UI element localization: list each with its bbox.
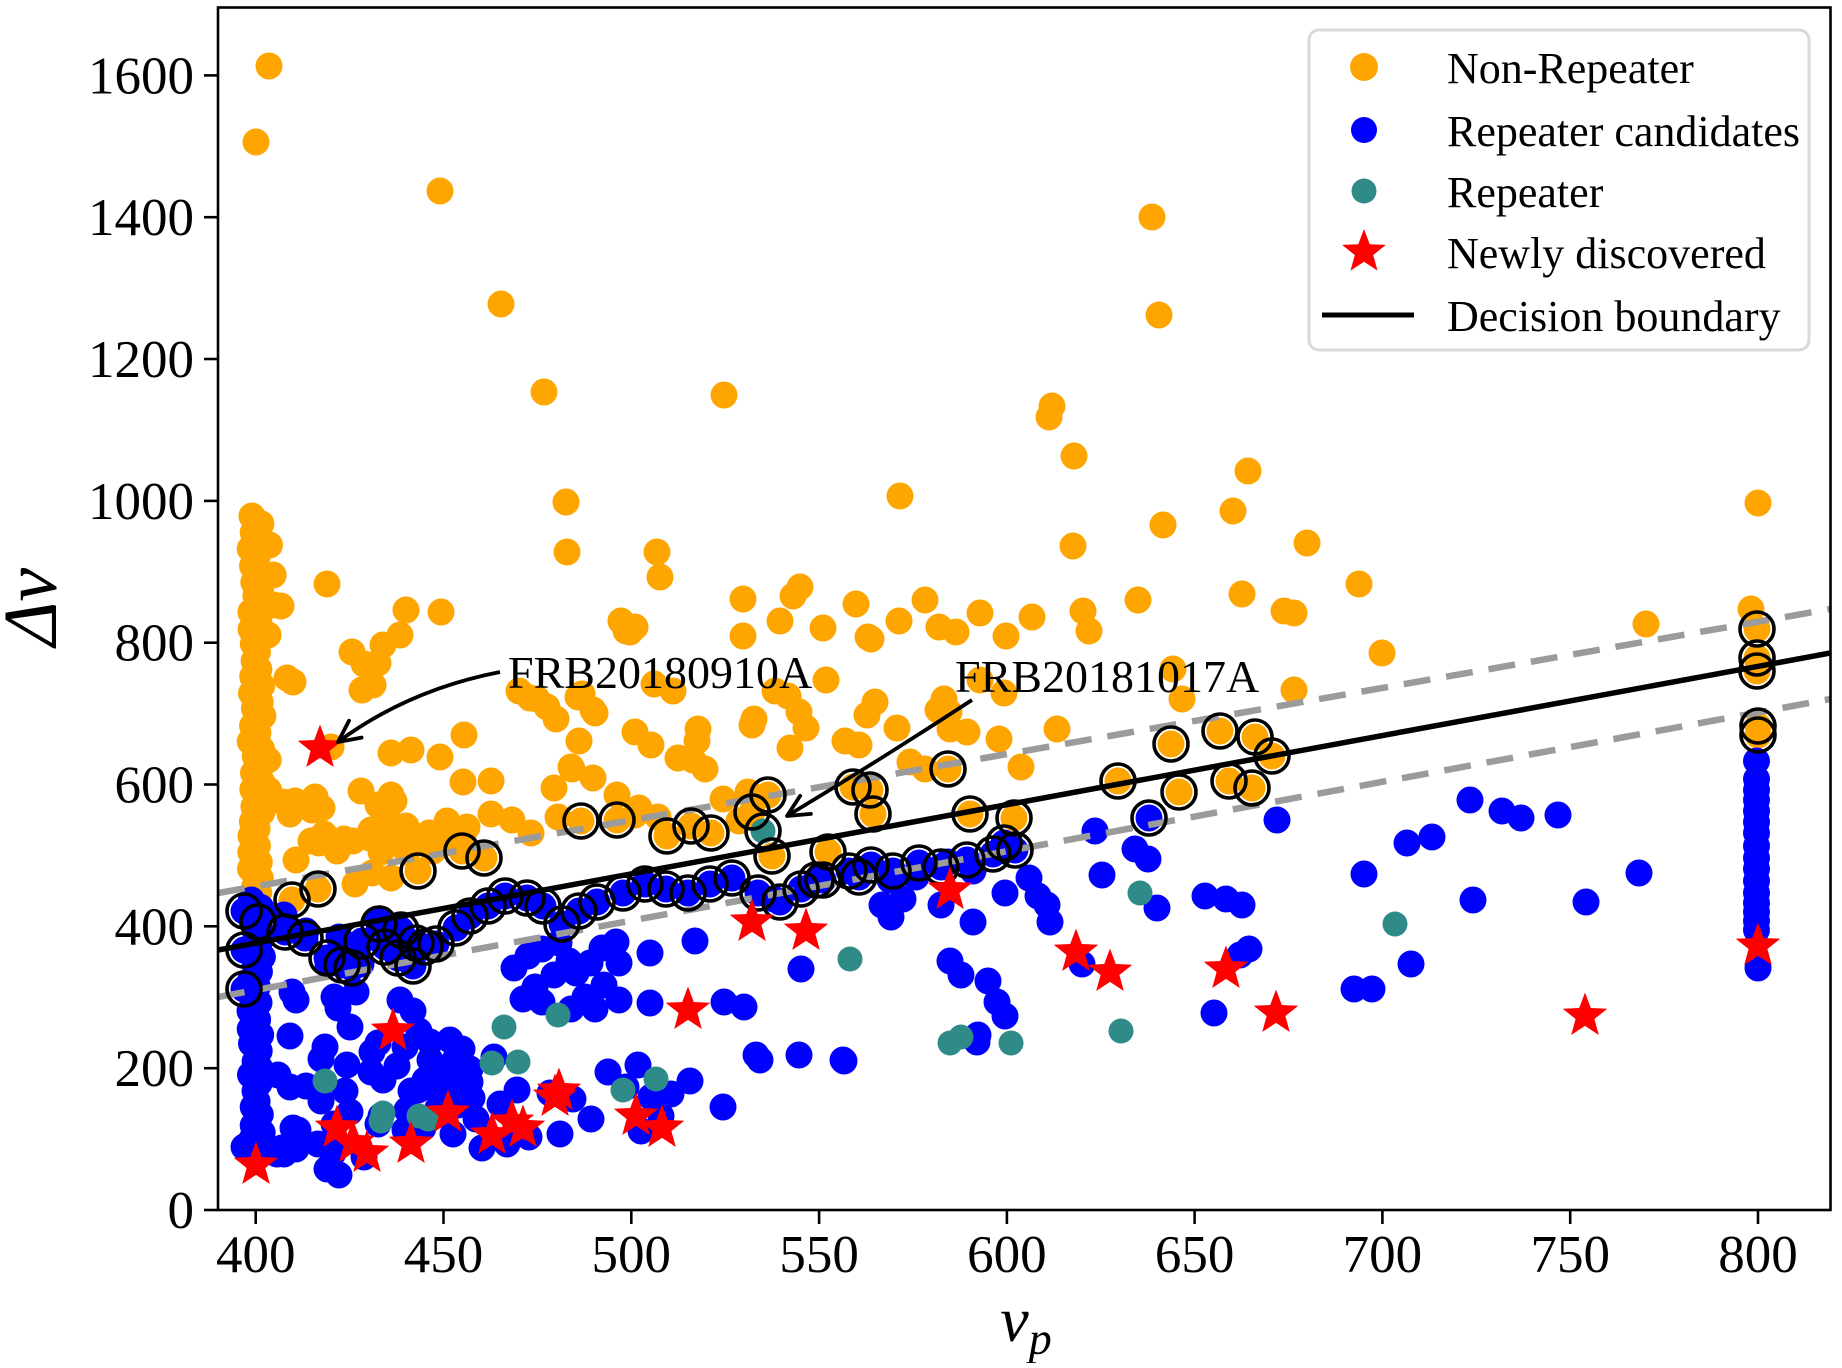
svg-text:800: 800 — [115, 615, 195, 673]
svg-text:750: 750 — [1530, 1226, 1610, 1284]
svg-text:500: 500 — [592, 1226, 672, 1284]
svg-text:Newly discovered: Newly discovered — [1447, 229, 1766, 278]
svg-text:550: 550 — [779, 1226, 859, 1284]
svg-text:Δν: Δν — [0, 568, 73, 650]
svg-text:0: 0 — [168, 1182, 195, 1240]
svg-text:400: 400 — [115, 898, 195, 956]
svg-text:FRB20180910A: FRB20180910A — [508, 647, 812, 698]
svg-text:FRB20181017A: FRB20181017A — [955, 651, 1259, 702]
svg-text:Repeater: Repeater — [1447, 168, 1604, 217]
svg-text:600: 600 — [967, 1226, 1047, 1284]
svg-text:700: 700 — [1343, 1226, 1423, 1284]
svg-text:400: 400 — [216, 1226, 296, 1284]
svg-text:600: 600 — [115, 757, 195, 815]
svg-text:νp: νp — [1000, 1284, 1051, 1363]
svg-text:1400: 1400 — [88, 189, 194, 247]
svg-text:800: 800 — [1718, 1226, 1798, 1284]
svg-text:1600: 1600 — [88, 47, 194, 105]
svg-text:650: 650 — [1155, 1226, 1235, 1284]
svg-text:Non-Repeater: Non-Repeater — [1447, 44, 1694, 93]
svg-text:Repeater candidates: Repeater candidates — [1447, 107, 1800, 156]
svg-text:1000: 1000 — [88, 473, 194, 531]
svg-text:200: 200 — [115, 1040, 195, 1098]
svg-text:Decision boundary: Decision boundary — [1447, 292, 1781, 341]
svg-text:1200: 1200 — [88, 331, 194, 389]
svg-text:450: 450 — [404, 1226, 484, 1284]
